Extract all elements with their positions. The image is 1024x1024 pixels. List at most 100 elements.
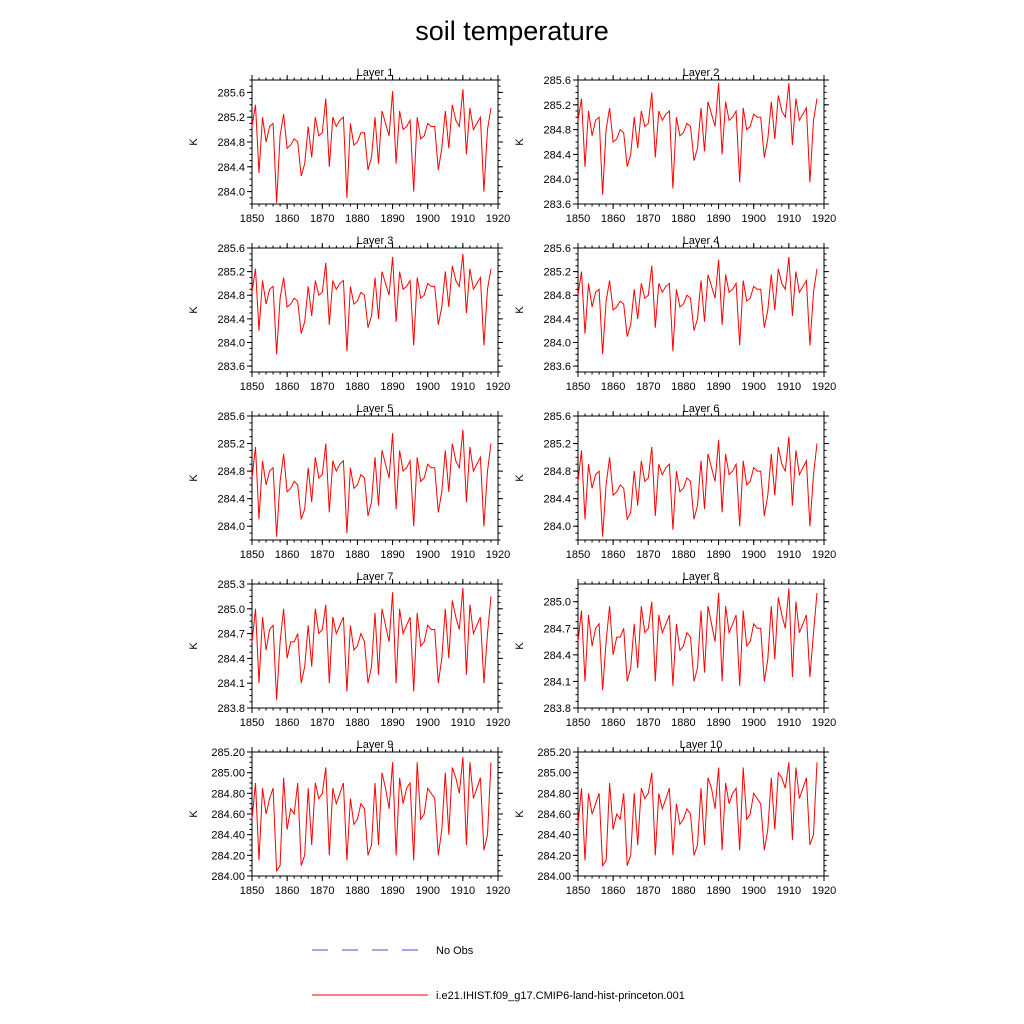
y-tick-label: 285.2 [543,439,571,451]
y-tick-label: 284.8 [543,290,571,302]
y-tick-label: 285.6 [543,75,571,87]
y-axis-label: K [188,306,200,314]
x-tick-label: 1920 [812,381,836,393]
panel-title: Layer 1 [357,67,394,79]
series-line [251,429,492,537]
x-tick-label: 1910 [451,717,475,729]
series-line [577,436,818,537]
x-tick-label: 1890 [706,717,730,729]
series-line [577,83,818,195]
x-tick-label: 1860 [601,381,625,393]
x-tick-label: 1920 [486,213,510,225]
x-tick-label: 1870 [310,213,334,225]
x-tick-label: 1910 [451,213,475,225]
y-axis-label: K [514,642,526,650]
x-tick-label: 1890 [380,885,404,897]
x-tick-label: 1870 [310,885,334,897]
y-tick-label: 284.8 [217,466,245,478]
x-tick-label: 1860 [601,885,625,897]
panel-layer-2: Layer 2 1850 1860 1870 1880 1890 1900 1910 1920 2… [514,67,836,225]
x-tick-label: 1900 [415,549,439,561]
x-tick-label: 1850 [566,549,590,561]
series-line [577,762,818,868]
plot-frame [251,583,499,709]
panel-title: Layer 4 [683,235,720,247]
x-tick-label: 1880 [671,885,695,897]
x-tick-label: 1890 [706,381,730,393]
x-tick-label: 1850 [240,717,264,729]
x-tick-label: 1860 [275,213,299,225]
y-tick-label: 285.00 [211,768,245,780]
y-axis-label: K [514,474,526,482]
x-tick-label: 1860 [275,381,299,393]
y-tick-label: 284.4 [217,314,245,326]
y-tick-label: 284.4 [543,149,571,161]
x-tick-label: 1880 [671,213,695,225]
y-tick-label: 284.0 [217,187,245,199]
y-tick-label: 284.20 [537,850,571,862]
x-tick-label: 1910 [777,885,801,897]
x-tick-label: 1880 [345,717,369,729]
y-tick-label: 285.20 [537,747,571,759]
panel-layer-3: Layer 3 1850 1860 1870 1880 1890 1900 1910 1920 2… [188,235,510,393]
y-tick-label: 284.40 [211,830,245,842]
panel-title: Layer 10 [680,739,723,751]
y-tick-label: 284.00 [211,871,245,883]
x-tick-label: 1880 [345,549,369,561]
y-tick-label: 285.0 [543,597,571,609]
series-line [251,89,492,203]
panel-layer-6: Layer 6 1850 1860 1870 1880 1890 1900 1910 1920 2… [514,403,836,561]
panel-title: Layer 2 [683,67,720,79]
x-tick-label: 1920 [486,717,510,729]
x-tick-label: 1860 [275,717,299,729]
x-tick-label: 1910 [777,717,801,729]
x-tick-label: 1850 [566,381,590,393]
x-tick-label: 1900 [415,381,439,393]
x-tick-label: 1920 [812,549,836,561]
y-tick-label: 283.6 [543,361,571,373]
x-tick-label: 1850 [566,885,590,897]
x-tick-label: 1860 [601,717,625,729]
x-tick-label: 1910 [777,213,801,225]
panel-layer-4: Layer 4 1850 1860 1870 1880 1890 1900 1910 1920 2… [514,235,836,393]
x-tick-label: 1900 [741,717,765,729]
x-tick-label: 1870 [310,381,334,393]
y-tick-label: 284.1 [217,678,245,690]
y-tick-label: 284.4 [543,494,571,506]
plot-frame [577,583,825,709]
y-tick-label: 285.6 [543,411,571,423]
plot-frame [251,415,499,541]
y-tick-label: 285.2 [217,439,245,451]
y-tick-label: 284.60 [211,809,245,821]
plot-frame [577,751,825,877]
y-tick-label: 284.8 [217,137,245,149]
x-tick-label: 1910 [451,885,475,897]
y-tick-label: 284.00 [537,871,571,883]
y-tick-label: 285.2 [543,100,571,112]
x-tick-label: 1900 [415,885,439,897]
y-tick-label: 284.60 [537,809,571,821]
legend-model-label: i.e21.IHIST.f09_g17.CMIP6-land-hist-prin… [436,990,685,1002]
series-line [251,757,492,873]
y-tick-label: 284.0 [543,521,571,533]
panel-layer-10: Layer 10 1850 1860 1870 1880 1890 1900 1910 1920… [514,739,836,897]
x-tick-label: 1890 [706,885,730,897]
legend-obs-label: No Obs [436,945,474,957]
x-tick-label: 1860 [601,213,625,225]
x-tick-label: 1890 [380,549,404,561]
panel-layer-7: Layer 7 1850 1860 1870 1880 1890 1900 1910 1920 2… [188,571,510,729]
x-tick-label: 1920 [486,381,510,393]
y-tick-label: 285.6 [217,243,245,255]
panel-layer-9: Layer 9 1850 1860 1870 1880 1890 1900 1910 1920 2… [188,739,510,897]
x-tick-label: 1880 [345,885,369,897]
x-tick-label: 1920 [812,213,836,225]
plot-frame [577,415,825,541]
panel-title: Layer 5 [357,403,394,415]
series-line [577,588,818,691]
x-tick-label: 1910 [451,381,475,393]
y-tick-label: 285.2 [543,267,571,279]
x-tick-label: 1880 [671,381,695,393]
y-tick-label: 283.8 [543,703,571,715]
panel-title: Layer 9 [357,739,394,751]
